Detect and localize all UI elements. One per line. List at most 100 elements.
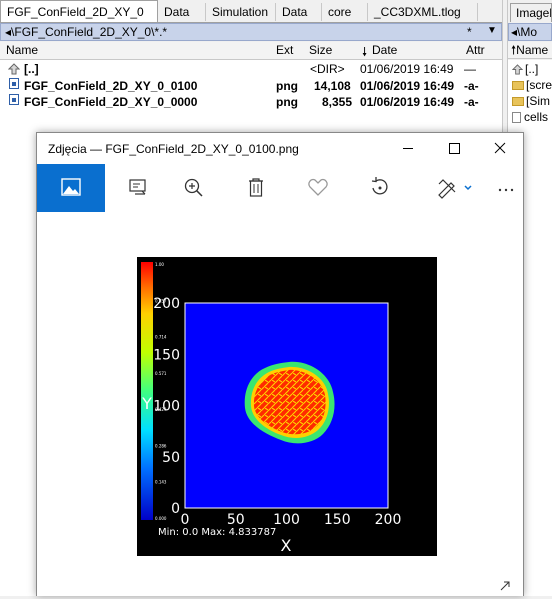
y-tick-label: 100 <box>153 399 180 415</box>
tab-cc3dxml-tlog[interactable]: _CC3DXML.tlog <box>368 3 478 21</box>
list-item-label: cells <box>524 110 549 124</box>
more-icon <box>498 188 514 192</box>
png-file-icon <box>9 78 19 89</box>
favorite-button[interactable] <box>295 164 341 212</box>
image-viewer[interactable]: 1.00 0.857 0.714 0.571 0.429 0.286 0.143 0.000 … <box>37 212 523 596</box>
file-attr: -a- <box>464 79 479 93</box>
x-tick-label: 50 <box>227 512 245 528</box>
photos-window: Zdjęcia — FGF_ConField_2D_XY_0_0100.png <box>36 132 524 596</box>
colorbar-tick-label: 0.429 <box>155 407 167 412</box>
maximize-icon <box>449 143 460 154</box>
file-size: <DIR> <box>310 62 345 76</box>
delete-icon <box>249 178 263 197</box>
path-bar[interactable]: ◂\FGF_ConField_2D_XY_0\*.* * ▼ <box>0 23 502 41</box>
plot-image: 1.000.8570.7140.5710.4290.2860.1430.000 … <box>137 257 437 556</box>
png-file-icon <box>9 94 19 105</box>
x-axis-label: X <box>281 536 292 555</box>
column-name[interactable]: Name <box>6 43 39 57</box>
right-path-bar[interactable]: ◂\Mo <box>508 23 552 41</box>
folder-icon <box>512 97 524 107</box>
file-date: 01/06/2019 16:49 <box>360 62 454 76</box>
close-button[interactable] <box>477 133 523 164</box>
file-row[interactable]: FGF_ConField_2D_XY_0_0100 png 14,108 01/… <box>0 78 502 94</box>
file-size: 14,108 <box>314 79 351 93</box>
file-name: [..] <box>24 62 39 76</box>
minimize-icon <box>403 148 413 149</box>
right-column-name[interactable]: 🠕Name <box>508 42 552 59</box>
tab-simulation[interactable]: Simulation <box>206 3 276 21</box>
rotate-button[interactable] <box>357 164 403 212</box>
colorbar-tick-label: 0.143 <box>155 480 167 485</box>
delete-button[interactable] <box>233 164 279 212</box>
slideshow-button[interactable] <box>115 164 161 212</box>
file-row[interactable]: FGF_ConField_2D_XY_0_0000 png 8,355 01/0… <box>0 94 502 110</box>
zoom-button[interactable] <box>171 164 217 212</box>
y-tick-label: 50 <box>162 450 180 466</box>
y-axis-label: Y <box>141 394 152 413</box>
close-icon <box>494 142 506 154</box>
file-row[interactable]: [..] <DIR> 01/06/2019 16:49 — <box>0 61 502 77</box>
filter-star[interactable]: * <box>467 25 472 39</box>
tab-data-2[interactable]: Data <box>276 3 322 21</box>
favorite-icon <box>308 178 328 196</box>
folder-icon <box>512 81 524 91</box>
cell-cluster <box>253 369 326 435</box>
min-max-label: Min: 0.0 Max: 4.833787 <box>158 527 276 538</box>
list-item-label: [..] <box>525 62 539 76</box>
colorbar-tick-label: 0.857 <box>155 298 167 303</box>
panel-tab-bar: FGF_ConField_2D_XY_0 Data Simulation Dat… <box>0 0 502 23</box>
image-icon <box>61 178 81 196</box>
colorbar-tick-label: 0.571 <box>155 371 167 376</box>
column-date[interactable]: Date <box>372 43 398 57</box>
minimize-button[interactable] <box>385 133 431 164</box>
photos-toolbar <box>37 164 523 212</box>
file-size: 8,355 <box>322 95 353 109</box>
window-title: Zdjęcia — FGF_ConField_2D_XY_0_0100.png <box>48 142 299 156</box>
colorbar-tick-label: 1.00 <box>155 262 164 267</box>
title-bar[interactable]: Zdjęcia — FGF_ConField_2D_XY_0_0100.png <box>37 133 523 164</box>
column-ext[interactable]: Ext <box>276 43 294 57</box>
y-tick-label: 200 <box>153 296 180 312</box>
edit-button[interactable] <box>427 164 479 212</box>
list-item[interactable]: [..] <box>511 61 539 77</box>
y-tick-label: 0 <box>171 501 180 517</box>
sort-arrow-icon: 🠗 <box>362 45 368 59</box>
column-attr[interactable]: Attr <box>466 43 485 57</box>
slideshow-icon <box>129 179 146 195</box>
current-path: ◂\FGF_ConField_2D_XY_0\*.* <box>5 25 168 39</box>
parent-folder-icon <box>8 63 20 75</box>
chevron-down-icon[interactable]: ▼ <box>487 25 497 36</box>
file-attr: -a- <box>464 95 479 109</box>
file-date: 01/06/2019 16:49 <box>360 95 455 109</box>
view-image-button[interactable] <box>37 164 105 212</box>
file-ext: png <box>276 79 298 93</box>
list-item[interactable]: cells <box>512 109 548 125</box>
colorbar-ticks: 1.00 0.857 0.714 0.571 0.429 0.286 0.143 0.000 <box>155 262 167 521</box>
x-axis-ticks: 0 50 100 150 200 <box>181 512 402 528</box>
maximize-button[interactable] <box>431 133 477 164</box>
colorbar-tick-label: 0.286 <box>155 443 167 448</box>
more-button[interactable] <box>491 164 537 212</box>
column-size[interactable]: Size <box>309 43 333 57</box>
file-name: FGF_ConField_2D_XY_0_0000 <box>24 95 198 109</box>
x-tick-label: 100 <box>273 512 300 528</box>
x-tick-label: 0 <box>181 512 190 528</box>
sort-arrow-icon: 🠕 <box>511 43 517 57</box>
list-item[interactable]: [Sim <box>512 93 550 109</box>
right-panel-tab[interactable]: Imagel <box>510 3 552 22</box>
column-header: Name Ext Size 🠗 Date Attr <box>0 42 502 60</box>
colorbar-tick-label: 0.714 <box>155 335 167 340</box>
tab-fgf-confield[interactable]: FGF_ConField_2D_XY_0 <box>0 0 158 22</box>
tab-data[interactable]: Data <box>158 3 206 21</box>
y-tick-label: 150 <box>153 347 180 363</box>
list-item[interactable]: [scre <box>512 77 552 93</box>
rotate-icon <box>371 177 388 195</box>
y-axis-ticks: 200 150 100 50 0 <box>153 296 180 517</box>
expand-icon[interactable] <box>499 580 511 592</box>
x-tick-label: 150 <box>324 512 351 528</box>
file-name: FGF_ConField_2D_XY_0_0100 <box>24 79 198 93</box>
zoom-icon <box>184 178 203 197</box>
colorbar <box>141 262 153 520</box>
file-list: [..] <DIR> 01/06/2019 16:49 — FGF_ConFie… <box>0 60 502 136</box>
tab-core[interactable]: core <box>322 3 368 21</box>
